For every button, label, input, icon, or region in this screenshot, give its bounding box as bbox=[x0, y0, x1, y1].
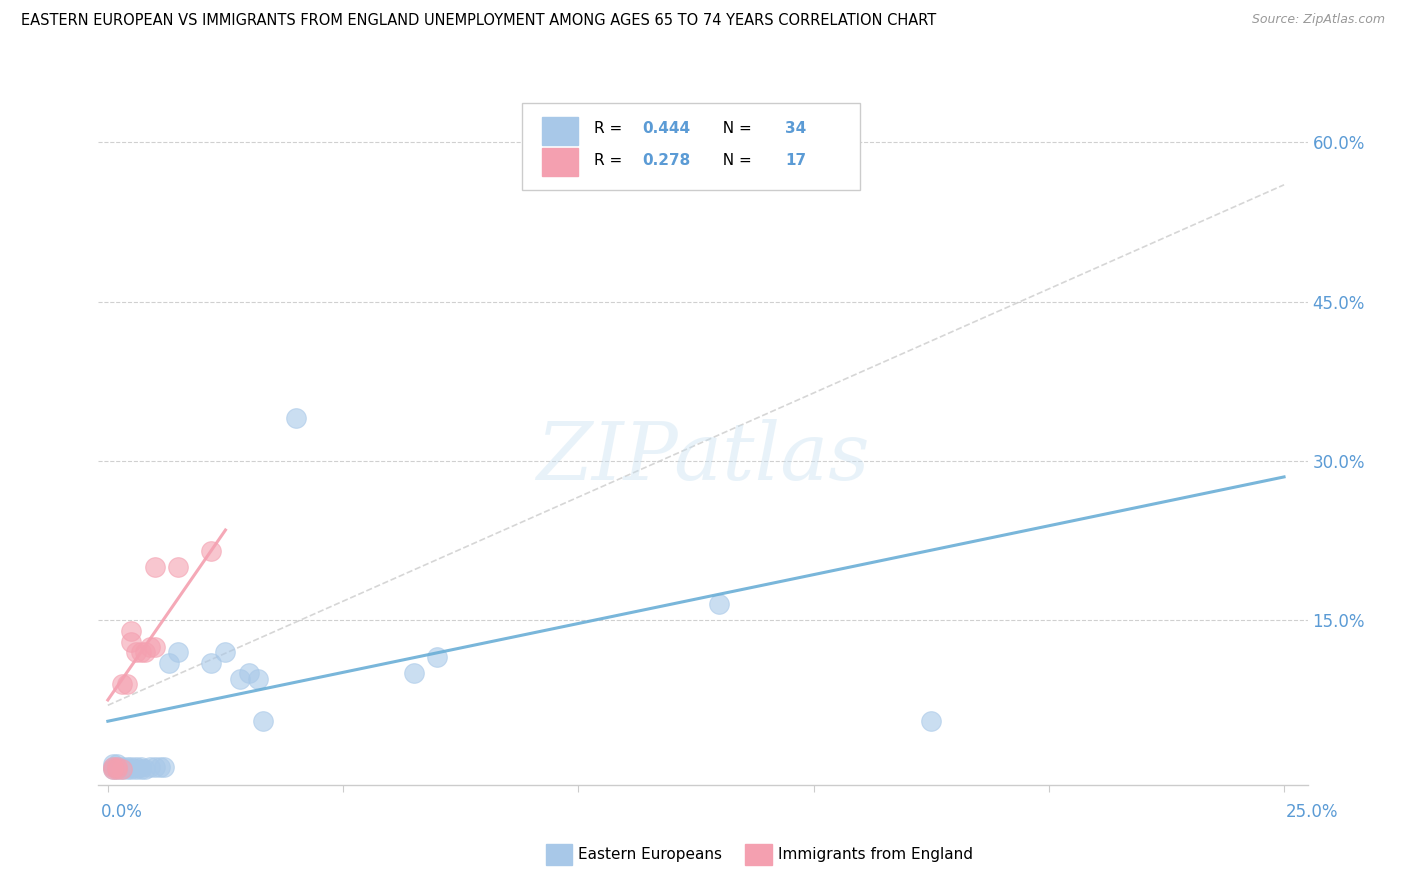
Point bbox=[111, 677, 134, 691]
Point bbox=[115, 760, 138, 774]
FancyBboxPatch shape bbox=[543, 117, 578, 145]
Text: EASTERN EUROPEAN VS IMMIGRANTS FROM ENGLAND UNEMPLOYMENT AMONG AGES 65 TO 74 YEA: EASTERN EUROPEAN VS IMMIGRANTS FROM ENGL… bbox=[21, 13, 936, 29]
Point bbox=[120, 760, 142, 774]
Point bbox=[105, 760, 128, 774]
Text: N =: N = bbox=[713, 121, 756, 136]
Text: 0.0%: 0.0% bbox=[101, 803, 143, 821]
Text: ZIPatlas: ZIPatlas bbox=[536, 419, 870, 497]
Point bbox=[238, 666, 260, 681]
Text: R =: R = bbox=[595, 121, 627, 136]
Point bbox=[153, 760, 176, 774]
Point bbox=[228, 672, 250, 686]
Point bbox=[120, 624, 142, 638]
Text: 0.444: 0.444 bbox=[643, 121, 690, 136]
Point bbox=[101, 756, 124, 771]
FancyBboxPatch shape bbox=[543, 148, 578, 177]
Point bbox=[125, 760, 148, 774]
Point bbox=[101, 762, 124, 776]
Point bbox=[105, 762, 128, 776]
Point bbox=[111, 760, 134, 774]
Text: 0.278: 0.278 bbox=[643, 153, 690, 169]
Point bbox=[129, 760, 152, 774]
Point bbox=[101, 760, 124, 774]
Point bbox=[101, 760, 124, 774]
Point bbox=[125, 645, 148, 659]
Point bbox=[143, 560, 166, 574]
Point bbox=[105, 760, 128, 774]
Point bbox=[129, 645, 152, 659]
Text: Eastern Europeans: Eastern Europeans bbox=[578, 847, 723, 862]
Point bbox=[105, 762, 128, 776]
Point bbox=[115, 762, 138, 776]
Point bbox=[115, 677, 138, 691]
Point bbox=[134, 645, 156, 659]
Text: N =: N = bbox=[713, 153, 756, 169]
Point bbox=[143, 760, 166, 774]
Point bbox=[125, 762, 148, 776]
Text: 17: 17 bbox=[785, 153, 807, 169]
Point bbox=[139, 760, 162, 774]
Point bbox=[120, 762, 142, 776]
Point bbox=[129, 762, 152, 776]
Text: Source: ZipAtlas.com: Source: ZipAtlas.com bbox=[1251, 13, 1385, 27]
Text: Immigrants from England: Immigrants from England bbox=[778, 847, 973, 862]
Point bbox=[402, 666, 425, 681]
Point bbox=[200, 656, 222, 670]
Point bbox=[101, 762, 124, 776]
Point bbox=[105, 756, 128, 771]
Point bbox=[709, 598, 731, 612]
Text: 34: 34 bbox=[785, 121, 807, 136]
Point bbox=[200, 544, 222, 558]
Point bbox=[111, 762, 134, 776]
FancyBboxPatch shape bbox=[522, 103, 860, 190]
Point bbox=[167, 645, 190, 659]
Point bbox=[426, 650, 449, 665]
Point bbox=[149, 760, 172, 774]
Point bbox=[167, 560, 190, 574]
Point bbox=[134, 762, 156, 776]
Point bbox=[139, 640, 162, 654]
FancyBboxPatch shape bbox=[546, 844, 572, 865]
FancyBboxPatch shape bbox=[745, 844, 772, 865]
Point bbox=[120, 634, 142, 648]
Text: R =: R = bbox=[595, 153, 627, 169]
Text: 25.0%: 25.0% bbox=[1286, 803, 1339, 821]
Point bbox=[285, 411, 308, 425]
Point bbox=[252, 714, 274, 729]
Point bbox=[157, 656, 180, 670]
Point bbox=[920, 714, 942, 729]
Point bbox=[247, 672, 270, 686]
Point bbox=[214, 645, 236, 659]
Point bbox=[111, 762, 134, 776]
Point bbox=[143, 640, 166, 654]
